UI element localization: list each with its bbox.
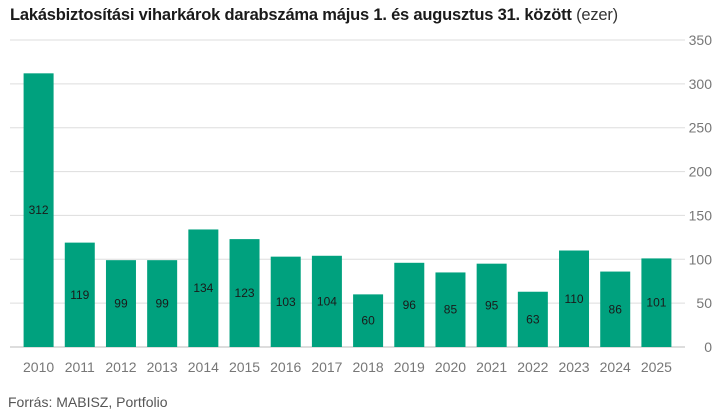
data-label: 99 <box>114 297 128 311</box>
data-label: 119 <box>70 288 89 302</box>
bar <box>23 73 54 348</box>
x-tick-label: 2020 <box>435 359 466 375</box>
y-tick-label: 250 <box>689 120 713 136</box>
y-tick-label: 350 <box>689 32 713 48</box>
x-axis-ticks: 2010 2011 2012 2013 2014 2015 2016 2017 2018 2019… <box>23 359 672 375</box>
x-tick-label: 2022 <box>517 359 548 375</box>
source-note: Forrás: MABISZ, Portfolio <box>8 394 168 410</box>
bar <box>517 291 548 347</box>
bar <box>147 260 178 347</box>
bar <box>311 255 342 347</box>
bar <box>394 262 425 347</box>
y-tick-label: 200 <box>689 164 713 180</box>
data-label: 104 <box>317 294 337 308</box>
data-label: 95 <box>485 298 499 312</box>
data-label: 99 <box>155 297 169 311</box>
x-tick-label: 2015 <box>229 359 260 375</box>
x-tick-label: 2013 <box>147 359 178 375</box>
chart-title: Lakásbiztosítási viharkárok darabszáma m… <box>10 6 618 25</box>
y-axis-ticks: 0 50 100 150 200 250 300 350 <box>689 32 713 355</box>
data-label: 312 <box>29 203 49 217</box>
bar <box>270 256 301 347</box>
bar <box>188 229 219 347</box>
data-label: 134 <box>193 281 213 295</box>
x-tick-label: 2016 <box>270 359 301 375</box>
x-tick-label: 2011 <box>65 359 95 375</box>
x-tick-label: 2023 <box>558 359 589 375</box>
x-tick-label: 2018 <box>353 359 384 375</box>
bar <box>105 260 136 347</box>
x-tick-label: 2024 <box>600 359 631 375</box>
bar <box>353 294 384 347</box>
chart-title-main: Lakásbiztosítási viharkárok darabszáma m… <box>10 6 572 24</box>
y-tick-label: 300 <box>689 76 713 92</box>
y-tick-label: 150 <box>689 207 713 223</box>
x-tick-label: 2014 <box>188 359 219 375</box>
bar <box>435 272 466 347</box>
y-tick-label: 50 <box>696 295 712 311</box>
bar <box>600 271 631 347</box>
bar <box>641 258 672 347</box>
data-label: 123 <box>235 286 255 300</box>
bar <box>64 242 95 347</box>
data-label: 96 <box>403 298 417 312</box>
x-tick-label: 2010 <box>23 359 54 375</box>
data-label: 86 <box>609 302 623 316</box>
data-label: 63 <box>526 312 540 326</box>
x-tick-label: 2021 <box>476 359 507 375</box>
y-tick-label: 0 <box>704 339 712 355</box>
y-tick-label: 100 <box>689 251 713 267</box>
bar <box>476 263 507 347</box>
bars <box>23 73 672 348</box>
data-label: 60 <box>361 314 375 328</box>
x-tick-label: 2012 <box>105 359 136 375</box>
data-label: 110 <box>564 292 583 306</box>
bar <box>559 250 590 347</box>
chart-title-unit: (ezer) <box>576 6 618 24</box>
data-label: 103 <box>276 295 296 309</box>
data-labels: 312 119 99 99 134 123 103 104 60 96 85 95 63 110 86 101 <box>29 203 667 328</box>
x-tick-label: 2025 <box>641 359 672 375</box>
bar <box>229 239 260 347</box>
data-label: 101 <box>646 296 666 310</box>
data-label: 85 <box>444 303 458 317</box>
x-tick-label: 2017 <box>311 359 342 375</box>
x-tick-label: 2019 <box>394 359 425 375</box>
